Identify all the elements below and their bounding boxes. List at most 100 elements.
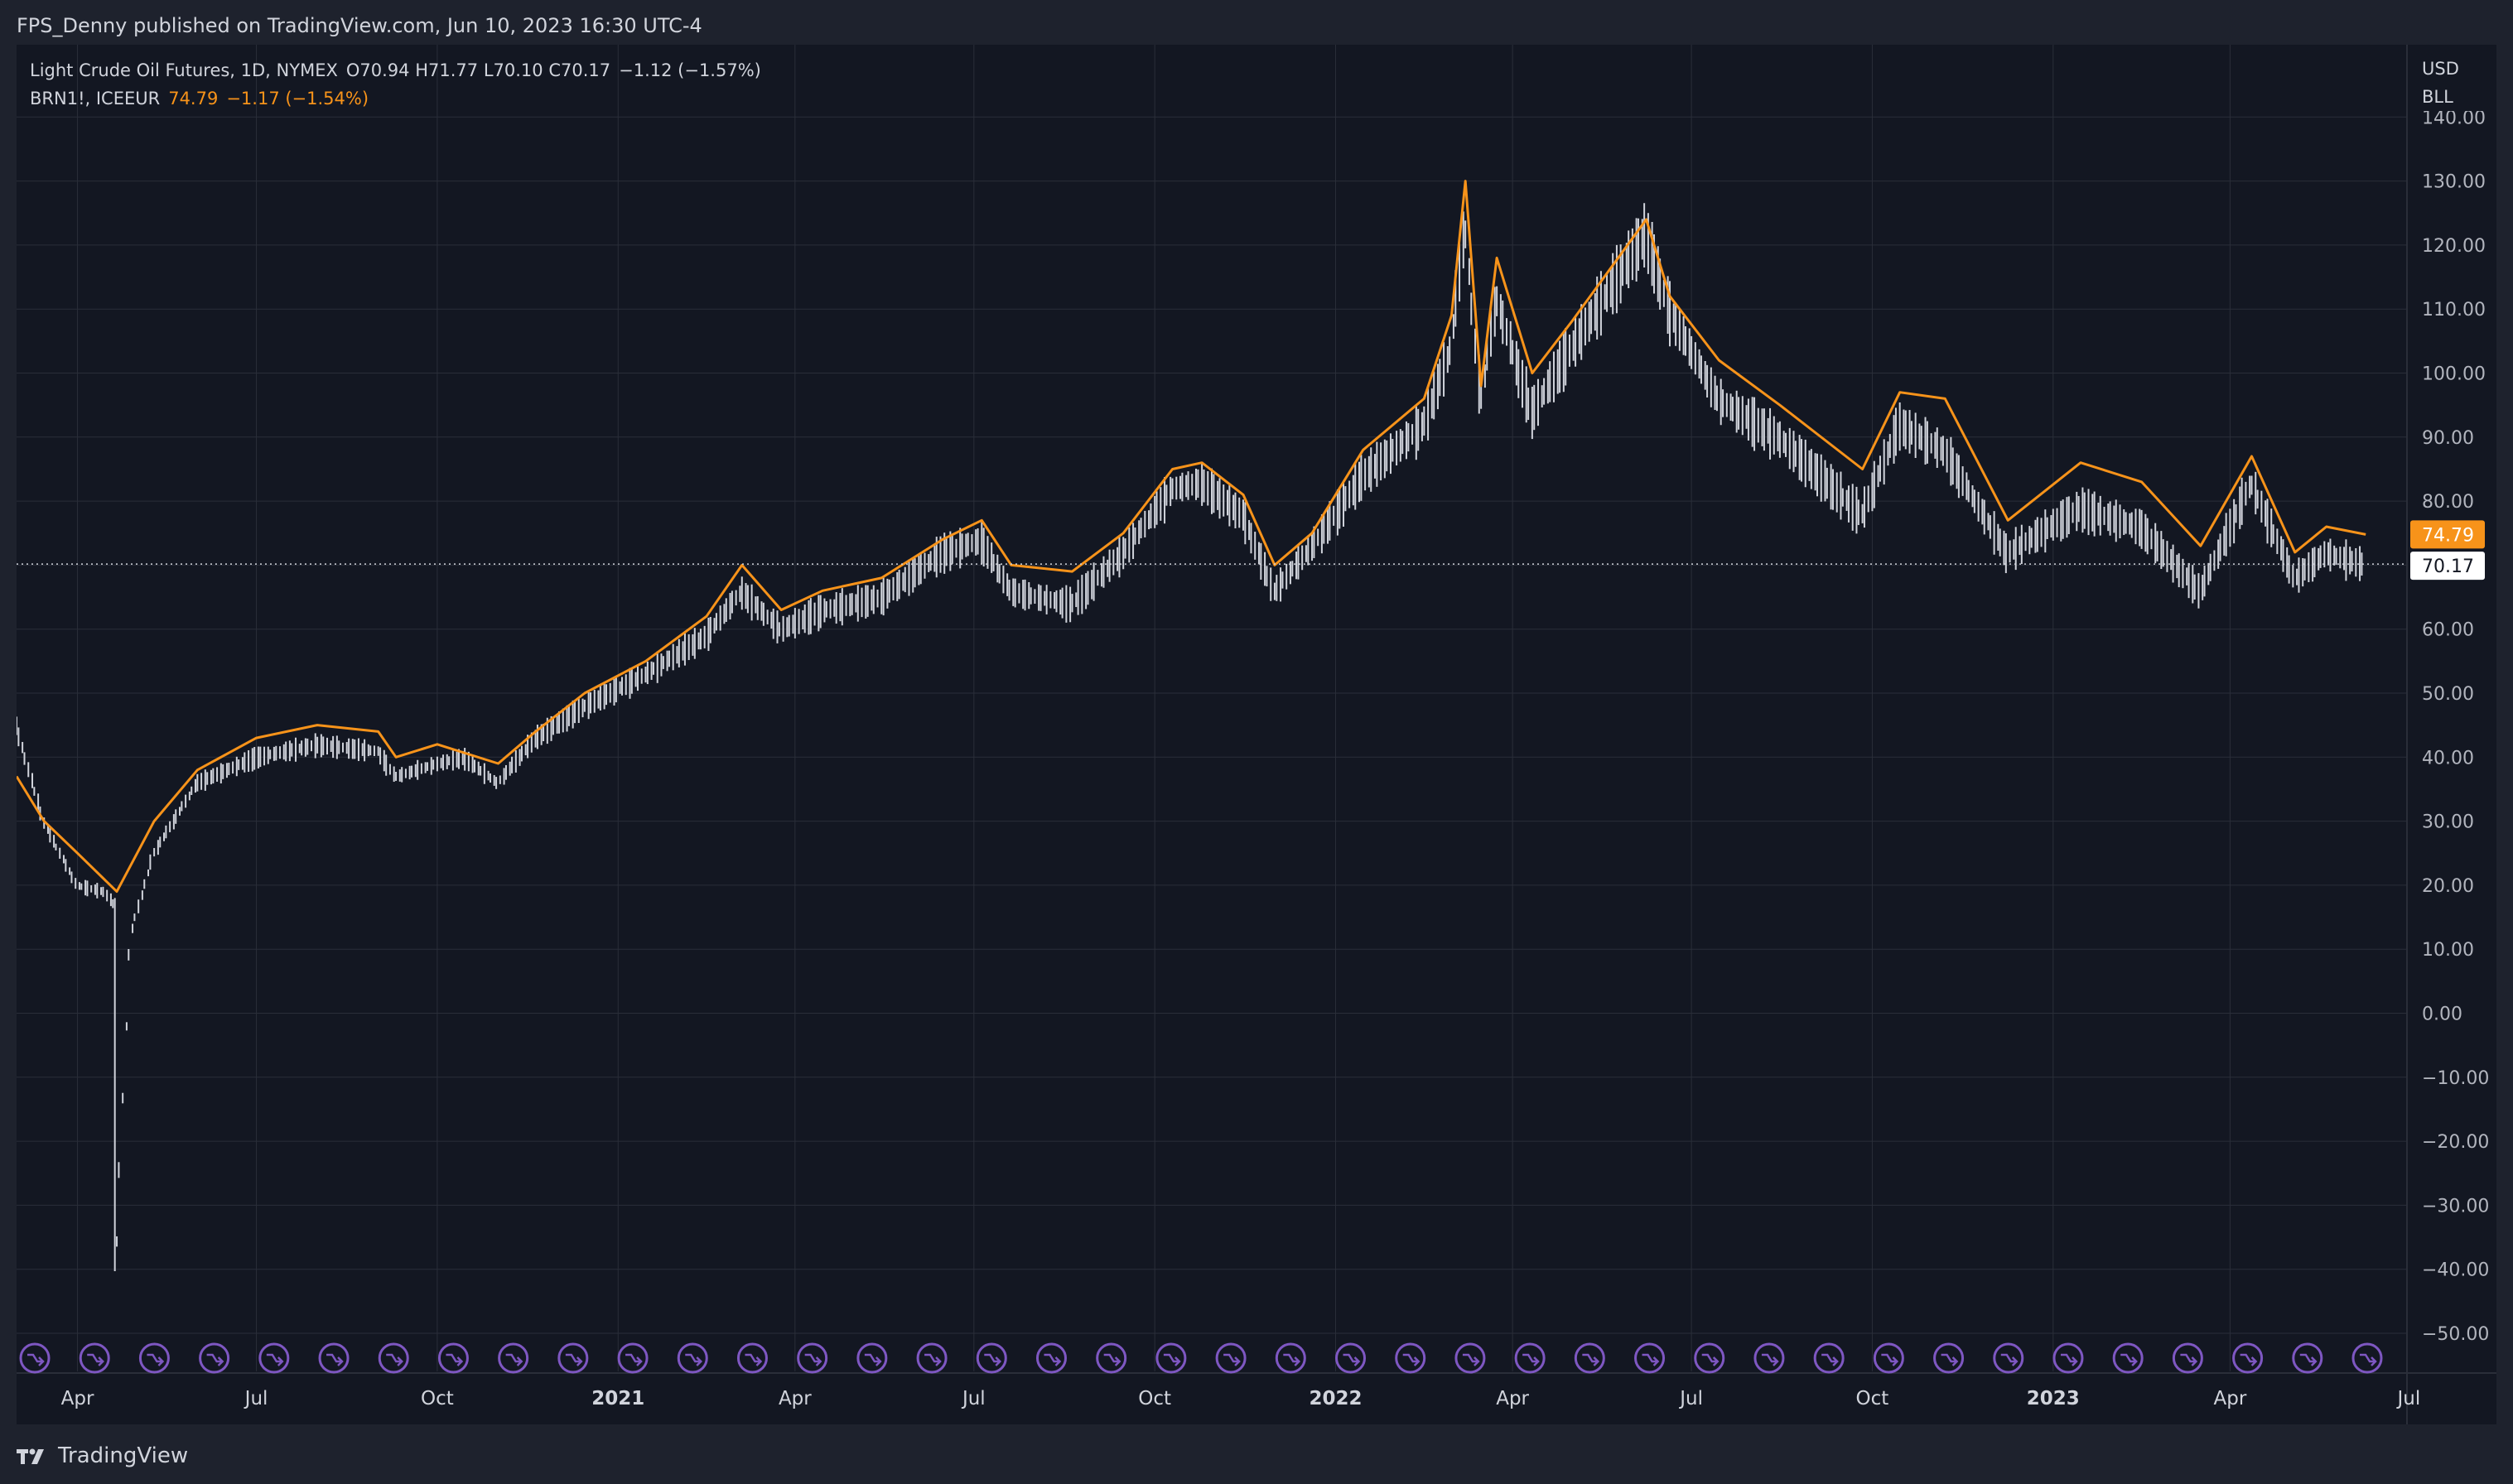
contract-roll-event-icon[interactable] [617, 1342, 649, 1374]
contract-roll-event-icon[interactable] [677, 1342, 708, 1374]
contract-roll-event-icon[interactable] [1395, 1342, 1426, 1374]
contract-roll-event-icon[interactable] [1873, 1342, 1904, 1374]
contract-roll-event-icon[interactable] [1634, 1342, 1666, 1374]
contract-roll-event-icon[interactable] [498, 1342, 529, 1374]
contract-roll-event-icon[interactable] [976, 1342, 1007, 1374]
contract-roll-event-icon[interactable] [138, 1342, 170, 1374]
contract-roll-event-icon[interactable] [916, 1342, 948, 1374]
contract-roll-event-icon[interactable] [2351, 1342, 2383, 1374]
contract-roll-event-icon[interactable] [318, 1342, 350, 1374]
x-tick-label: Oct [421, 1388, 454, 1409]
contract-roll-event-icon[interactable] [736, 1342, 768, 1374]
legend-ohlc: O70.94 H71.77 L70.10 C70.17 [346, 56, 610, 84]
y-tick-label: −10.00 [2422, 1068, 2489, 1089]
legend-compare-value: 74.79 [168, 89, 219, 108]
contract-roll-event-icon[interactable] [2112, 1342, 2144, 1374]
x-tick-label: Jul [961, 1388, 986, 1409]
legend-open-value: 70.94 [359, 60, 410, 80]
x-tick-label: 2021 [591, 1388, 644, 1409]
y-tick-label: 130.00 [2422, 172, 2486, 193]
x-tick-label: Apr [1496, 1388, 1529, 1409]
y-tick-label: 30.00 [2422, 812, 2474, 833]
contract-roll-event-icon[interactable] [258, 1342, 290, 1374]
x-tick-label: Jul [244, 1388, 268, 1409]
contract-roll-event-icon[interactable] [1514, 1342, 1546, 1374]
brent-series-line [17, 180, 2366, 894]
y-tick-label: 50.00 [2422, 684, 2474, 705]
contract-roll-event-icon[interactable] [1335, 1342, 1367, 1374]
contract-roll-event-icon[interactable] [1155, 1342, 1187, 1374]
legend-high-value: 71.77 [428, 60, 479, 80]
contract-roll-event-icon[interactable] [1933, 1342, 1965, 1374]
brent-price-label: 74.79 [2422, 525, 2474, 546]
contract-roll-event-icon[interactable] [557, 1342, 589, 1374]
contract-roll-event-icon[interactable] [797, 1342, 828, 1374]
axis-unit: BLL [2422, 87, 2453, 107]
x-tick-label: Apr [61, 1388, 94, 1409]
contract-roll-event-icon[interactable] [378, 1342, 409, 1374]
contract-roll-event-icon[interactable] [1215, 1342, 1247, 1374]
y-tick-label: −20.00 [2422, 1132, 2489, 1153]
y-tick-label: 110.00 [2422, 300, 2486, 320]
x-tick-label: Oct [1138, 1388, 1171, 1409]
contract-roll-event-icon[interactable] [437, 1342, 469, 1374]
footer: TradingView [17, 1439, 188, 1472]
legend-change: −1.12 (−1.57%) [619, 60, 761, 80]
y-tick-label: −40.00 [2422, 1260, 2489, 1281]
x-tick-label: Jul [1678, 1388, 1703, 1409]
contract-roll-event-icon[interactable] [1813, 1342, 1845, 1374]
y-tick-label: −30.00 [2422, 1196, 2489, 1217]
contract-roll-event-icon[interactable] [1753, 1342, 1785, 1374]
legend-compare-title: BRN1!, ICEEUR [30, 89, 161, 108]
contract-roll-event-icon[interactable] [2172, 1342, 2203, 1374]
contract-roll-event-icon[interactable] [1035, 1342, 1067, 1374]
contract-roll-event-icon[interactable] [2292, 1342, 2323, 1374]
x-tick-label: 2023 [2027, 1388, 2080, 1409]
y-tick-label: 40.00 [2422, 748, 2474, 768]
x-tick-label: Apr [779, 1388, 812, 1409]
contract-roll-event-icon[interactable] [1694, 1342, 1725, 1374]
publish-header: FPS_Denny published on TradingView.com, … [17, 12, 702, 40]
chart-frame[interactable] [17, 45, 2496, 1424]
contract-roll-event-icon[interactable] [1275, 1342, 1306, 1374]
legend-low-value: 70.10 [493, 60, 543, 80]
chart-legend: Light Crude Oil Futures, 1D, NYMEX O70.9… [30, 56, 761, 113]
contract-roll-event-icon[interactable] [79, 1342, 110, 1374]
price-chart[interactable]: 140.00 130.00 120.00 110.00 100.00 90.00 80.00… [17, 45, 2496, 1424]
axis-unit-label[interactable]: USD BLL [2422, 55, 2496, 111]
legend-low-label: L [483, 60, 494, 80]
contract-roll-event-icon[interactable] [2052, 1342, 2084, 1374]
legend-high-label: H [415, 60, 428, 80]
y-tick-label: 140.00 [2422, 108, 2486, 128]
wti-bars [17, 203, 2363, 1247]
legend-open-label: O [345, 60, 360, 80]
x-tick-label: Apr [2213, 1388, 2246, 1409]
axis-currency: USD [2422, 59, 2459, 79]
publish-text: FPS_Denny published on TradingView.com, … [17, 14, 702, 37]
contract-roll-event-icon[interactable] [2232, 1342, 2264, 1374]
x-tick-label: Jul [2395, 1388, 2420, 1409]
y-tick-label: 120.00 [2422, 236, 2486, 257]
wti-price-badge [2410, 552, 2485, 581]
contract-roll-event-icon[interactable] [1454, 1342, 1486, 1374]
legend-main-title: Light Crude Oil Futures, 1D, NYMEX [30, 60, 338, 80]
y-tick-label: 10.00 [2422, 940, 2474, 961]
contract-roll-event-icon[interactable] [19, 1342, 51, 1374]
y-tick-label: 90.00 [2422, 428, 2474, 449]
brent-price-badge [2410, 520, 2485, 549]
legend-compare-row[interactable]: BRN1!, ICEEUR 74.79 −1.17 (−1.54%) [30, 84, 761, 113]
footer-brand[interactable]: TradingView [58, 1443, 189, 1468]
contract-roll-event-icon[interactable] [1096, 1342, 1127, 1374]
legend-compare-change: −1.17 (−1.54%) [226, 89, 369, 108]
legend-main-row[interactable]: Light Crude Oil Futures, 1D, NYMEX O70.9… [30, 56, 761, 84]
y-tick-label: 60.00 [2422, 620, 2474, 641]
y-tick-label: 0.00 [2422, 1005, 2462, 1025]
wti-price-label: 70.17 [2422, 556, 2474, 577]
contract-roll-event-icon[interactable] [1993, 1342, 2024, 1374]
contract-roll-event-icon[interactable] [856, 1342, 888, 1374]
tradingview-logo-icon[interactable] [17, 1446, 50, 1466]
contract-roll-event-icon[interactable] [1574, 1342, 1605, 1374]
contract-roll-event-icon[interactable] [199, 1342, 230, 1374]
x-tick-label: Oct [1856, 1388, 1889, 1409]
legend-close-value: 70.17 [561, 60, 611, 80]
